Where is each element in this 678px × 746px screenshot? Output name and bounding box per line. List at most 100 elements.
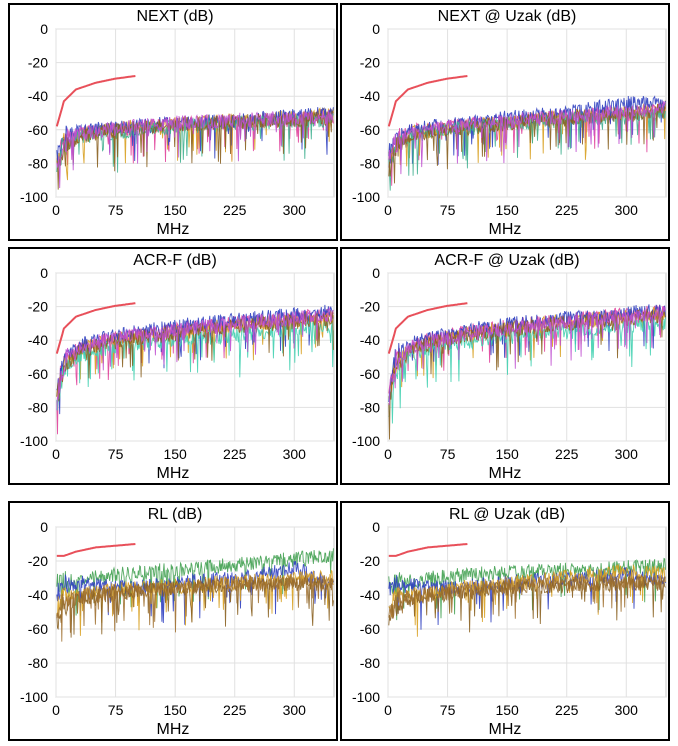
plot-area bbox=[387, 272, 667, 442]
chart-panel: NEXT @ Uzak (dB) 0 -20 -40 -60 -80 -100 0 75 150 2… bbox=[340, 3, 670, 241]
x-tick-label: 225 bbox=[223, 446, 247, 462]
chart-title: RL @ Uzak (dB) bbox=[449, 506, 565, 523]
limit-line bbox=[55, 75, 136, 127]
x-axis-label: MHz bbox=[489, 221, 522, 238]
x-tick-label: 150 bbox=[163, 702, 187, 718]
x-tick-label: 150 bbox=[163, 446, 187, 462]
x-tick-label: 300 bbox=[283, 202, 307, 218]
y-tick-label: -80 bbox=[28, 155, 48, 171]
data-series-line bbox=[56, 110, 334, 189]
y-tick-label: -40 bbox=[28, 587, 48, 603]
x-tick-label: 75 bbox=[108, 202, 124, 218]
y-tick-label: -40 bbox=[28, 332, 48, 348]
x-tick-label: 300 bbox=[615, 202, 639, 218]
data-series-line bbox=[56, 306, 334, 411]
chart-panel: RL @ Uzak (dB) 0 -20 -40 -60 -80 -100 0 75 150 225… bbox=[340, 501, 670, 741]
data-series-line bbox=[388, 573, 666, 620]
y-tick-label: -100 bbox=[20, 433, 48, 449]
y-tick-label: -100 bbox=[352, 689, 380, 705]
x-tick-label: 150 bbox=[163, 202, 187, 218]
y-tick-label: 0 bbox=[372, 265, 380, 281]
x-tick-label: 150 bbox=[495, 446, 519, 462]
chart-panel: NEXT (dB) 0 -20 -40 -60 -80 -100 0 75 150 225 300 MH… bbox=[8, 3, 338, 241]
y-tick-label: -20 bbox=[360, 55, 380, 71]
plot-area bbox=[387, 526, 667, 698]
limit-line bbox=[388, 543, 468, 557]
x-tick-label: 0 bbox=[384, 446, 392, 462]
x-axis-label: MHz bbox=[157, 721, 190, 738]
x-tick-label: 0 bbox=[52, 702, 60, 718]
x-tick-label: 75 bbox=[108, 702, 124, 718]
y-tick-label: 0 bbox=[40, 265, 48, 281]
x-tick-label: 150 bbox=[495, 202, 519, 218]
chart-title: NEXT (dB) bbox=[136, 8, 213, 25]
y-tick-label: -100 bbox=[20, 689, 48, 705]
y-tick-label: -40 bbox=[360, 88, 380, 104]
limit-line bbox=[55, 302, 136, 354]
x-tick-label: 75 bbox=[440, 446, 456, 462]
y-tick-label: -60 bbox=[28, 621, 48, 637]
y-tick-label: -60 bbox=[360, 366, 380, 382]
plot-area bbox=[55, 28, 335, 198]
x-tick-label: 225 bbox=[555, 446, 579, 462]
y-tick-label: -40 bbox=[360, 332, 380, 348]
y-tick-label: -80 bbox=[360, 155, 380, 171]
x-tick-label: 75 bbox=[440, 202, 456, 218]
y-tick-label: -40 bbox=[360, 587, 380, 603]
x-axis-label: MHz bbox=[489, 721, 522, 738]
y-tick-label: 0 bbox=[40, 519, 48, 535]
data-series-line bbox=[56, 548, 334, 616]
x-tick-label: 150 bbox=[495, 702, 519, 718]
x-tick-label: 75 bbox=[440, 702, 456, 718]
x-tick-label: 75 bbox=[108, 446, 124, 462]
x-tick-label: 225 bbox=[223, 702, 247, 718]
data-series-line bbox=[388, 557, 666, 621]
x-tick-label: 0 bbox=[52, 202, 60, 218]
chart-panel: ACR-F @ Uzak (dB) 0 -20 -40 -60 -80 -100 0 75 150… bbox=[340, 247, 670, 485]
x-tick-label: 0 bbox=[384, 202, 392, 218]
y-tick-label: -100 bbox=[352, 189, 380, 205]
y-tick-label: 0 bbox=[372, 519, 380, 535]
y-tick-label: -80 bbox=[28, 399, 48, 415]
y-tick-label: -40 bbox=[28, 88, 48, 104]
x-tick-label: 300 bbox=[615, 446, 639, 462]
limit-line bbox=[387, 302, 468, 354]
y-tick-label: 0 bbox=[40, 21, 48, 37]
x-axis-label: MHz bbox=[157, 465, 190, 482]
x-tick-label: 300 bbox=[283, 702, 307, 718]
x-tick-label: 225 bbox=[223, 202, 247, 218]
y-tick-label: -60 bbox=[28, 122, 48, 138]
chart-title: ACR-F (dB) bbox=[133, 252, 217, 269]
y-tick-label: -80 bbox=[28, 655, 48, 671]
chart-panel: ACR-F (dB) 0 -20 -40 -60 -80 -100 0 75 150 225 300 M… bbox=[8, 247, 338, 485]
y-tick-label: -80 bbox=[360, 655, 380, 671]
y-tick-label: -20 bbox=[28, 55, 48, 71]
x-tick-label: 225 bbox=[555, 702, 579, 718]
y-tick-label: -60 bbox=[360, 122, 380, 138]
x-tick-label: 225 bbox=[555, 202, 579, 218]
y-tick-label: -60 bbox=[360, 621, 380, 637]
y-tick-label: -100 bbox=[20, 189, 48, 205]
y-tick-label: 0 bbox=[372, 21, 380, 37]
y-tick-label: -60 bbox=[28, 366, 48, 382]
limit-line bbox=[387, 75, 468, 127]
data-series-line bbox=[388, 101, 666, 175]
chart-title: ACR-F @ Uzak (dB) bbox=[434, 252, 579, 269]
x-axis-label: MHz bbox=[157, 221, 190, 238]
x-tick-label: 300 bbox=[615, 702, 639, 718]
x-tick-label: 300 bbox=[283, 446, 307, 462]
limit-line bbox=[56, 543, 136, 557]
y-tick-label: -100 bbox=[352, 433, 380, 449]
y-tick-label: -80 bbox=[360, 399, 380, 415]
y-tick-label: -20 bbox=[360, 299, 380, 315]
x-tick-label: 0 bbox=[384, 702, 392, 718]
plot-area bbox=[55, 526, 335, 698]
y-tick-label: -20 bbox=[28, 299, 48, 315]
data-series-line bbox=[388, 305, 666, 406]
data-series-line bbox=[56, 572, 334, 642]
